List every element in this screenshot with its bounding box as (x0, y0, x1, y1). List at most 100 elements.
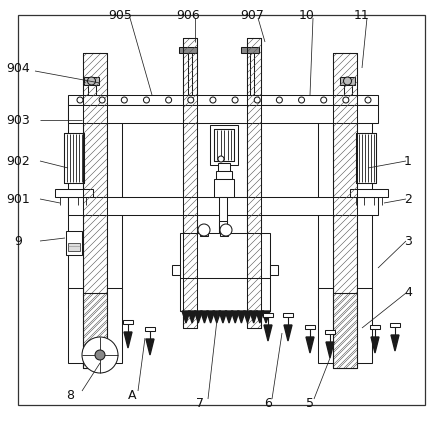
Bar (83, 53, 107, 368)
Polygon shape (201, 311, 209, 323)
Bar (318, 288, 333, 363)
Text: 902: 902 (6, 154, 30, 168)
Bar (179, 47, 197, 53)
Bar (68, 243, 80, 251)
Circle shape (99, 97, 105, 103)
Polygon shape (284, 325, 292, 341)
Circle shape (299, 97, 304, 103)
Bar (64, 133, 84, 183)
Bar (145, 327, 155, 331)
Bar (350, 189, 388, 197)
Bar (356, 133, 376, 183)
Text: 4: 4 (404, 286, 412, 299)
Text: 2: 2 (404, 192, 412, 206)
Bar (270, 265, 278, 275)
Text: 905: 905 (108, 8, 132, 22)
Bar (219, 197, 227, 233)
Bar (84, 77, 99, 85)
Bar (64, 133, 84, 183)
Bar (356, 133, 376, 183)
Polygon shape (182, 311, 190, 323)
Text: 903: 903 (6, 113, 30, 126)
Bar (263, 313, 273, 317)
Text: 3: 3 (404, 234, 412, 247)
Bar (220, 230, 228, 236)
Polygon shape (264, 325, 272, 341)
Polygon shape (237, 311, 245, 323)
Bar (68, 288, 83, 363)
Text: 11: 11 (354, 8, 370, 22)
Bar (107, 288, 122, 363)
Polygon shape (194, 311, 202, 323)
Polygon shape (326, 342, 334, 358)
Polygon shape (124, 332, 132, 348)
Bar (357, 288, 372, 363)
Bar (83, 293, 107, 368)
Bar (305, 325, 315, 329)
Polygon shape (262, 311, 270, 323)
Circle shape (218, 156, 224, 162)
Circle shape (144, 97, 149, 103)
Text: 9: 9 (14, 234, 22, 247)
Bar (370, 325, 380, 329)
Circle shape (82, 337, 118, 373)
Bar (55, 189, 93, 197)
Circle shape (220, 224, 232, 236)
Circle shape (166, 97, 171, 103)
Bar (123, 320, 133, 324)
Bar (219, 221, 227, 233)
Bar (333, 293, 357, 368)
Bar (210, 125, 238, 165)
Circle shape (77, 97, 83, 103)
Text: 5: 5 (306, 396, 314, 409)
Circle shape (365, 97, 371, 103)
Polygon shape (306, 337, 314, 353)
Text: 8: 8 (66, 388, 74, 401)
Polygon shape (213, 311, 221, 323)
Circle shape (343, 97, 349, 103)
Polygon shape (225, 311, 233, 323)
Circle shape (343, 77, 351, 85)
Bar (68, 98, 83, 308)
Circle shape (276, 97, 282, 103)
Polygon shape (188, 311, 196, 323)
Circle shape (210, 97, 216, 103)
Circle shape (95, 350, 105, 360)
Bar (218, 163, 230, 171)
Text: 907: 907 (240, 8, 264, 22)
Circle shape (321, 97, 326, 103)
Bar (247, 38, 261, 328)
Bar (88, 85, 96, 95)
Polygon shape (206, 311, 214, 323)
Bar (68, 105, 378, 123)
Bar (83, 53, 107, 368)
Circle shape (188, 97, 194, 103)
Bar (183, 38, 197, 328)
Bar (333, 53, 357, 368)
Bar (180, 233, 270, 311)
Bar (183, 38, 197, 328)
Text: 7: 7 (196, 396, 204, 409)
Bar (68, 95, 378, 105)
Polygon shape (146, 339, 154, 355)
Bar (200, 230, 208, 236)
Bar (247, 38, 261, 328)
Bar (357, 98, 372, 308)
Polygon shape (219, 311, 227, 323)
Polygon shape (371, 337, 379, 353)
Polygon shape (244, 311, 252, 323)
Bar (216, 171, 232, 179)
Circle shape (254, 97, 260, 103)
Bar (241, 47, 259, 53)
Text: 1: 1 (404, 154, 412, 168)
Bar (214, 179, 234, 197)
Text: 906: 906 (176, 8, 200, 22)
Circle shape (198, 224, 210, 236)
Polygon shape (231, 311, 239, 323)
Bar (344, 85, 352, 95)
Text: 904: 904 (6, 61, 30, 74)
Bar (83, 293, 107, 368)
Circle shape (121, 97, 127, 103)
Bar (283, 313, 293, 317)
Bar (68, 197, 378, 215)
